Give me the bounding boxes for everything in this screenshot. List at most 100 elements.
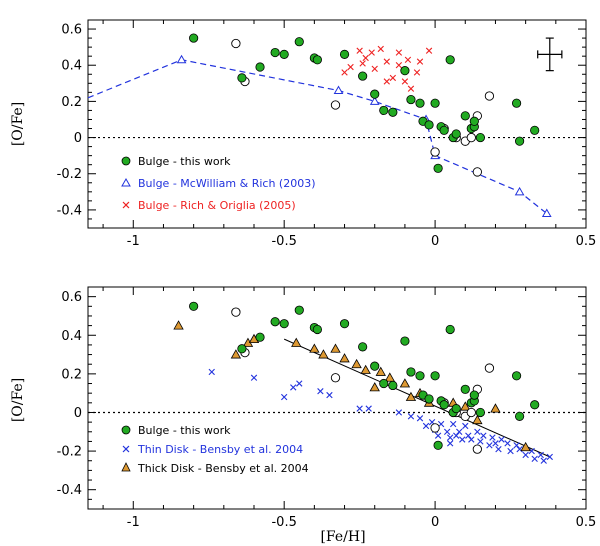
data-point bbox=[356, 47, 363, 54]
data-point bbox=[358, 71, 368, 81]
data-point bbox=[359, 60, 366, 67]
data-point bbox=[237, 344, 247, 354]
x-tick-label: -1 bbox=[127, 234, 140, 249]
data-point bbox=[520, 441, 531, 452]
data-point bbox=[477, 438, 484, 445]
data-point bbox=[395, 62, 403, 69]
x-tick-label: -0.5 bbox=[271, 234, 296, 249]
plot-frame-top bbox=[87, 19, 587, 229]
x-tick-label: 0 bbox=[431, 515, 439, 530]
legend-top: Bulge - this work Bulge - McWilliam & Ri… bbox=[121, 155, 316, 212]
data-point bbox=[341, 69, 348, 76]
legend-marker-thin-disk bbox=[122, 445, 130, 453]
data-point bbox=[541, 208, 552, 218]
data-point bbox=[371, 65, 378, 73]
plot-area-bottom: -1 -0.5 0 0.5 0.6 0.4 0.2 0 -0.2 -0.4 bbox=[57, 287, 596, 530]
data-point bbox=[330, 100, 341, 110]
data-point bbox=[446, 440, 454, 447]
data-point bbox=[379, 378, 389, 389]
y-tick-label: -0.2 bbox=[57, 445, 82, 460]
data-point bbox=[370, 89, 380, 99]
data-point bbox=[490, 403, 501, 413]
y-tick-label: 0.6 bbox=[61, 290, 82, 305]
data-point bbox=[294, 37, 304, 47]
data-point bbox=[492, 440, 499, 447]
data-point bbox=[395, 409, 403, 416]
data-point bbox=[530, 400, 540, 410]
data-point bbox=[230, 349, 242, 359]
data-point bbox=[388, 107, 398, 117]
data-point bbox=[466, 132, 476, 143]
y-tick-label: 0.2 bbox=[61, 367, 82, 382]
trend-line bbox=[283, 338, 550, 458]
data-point bbox=[472, 167, 482, 177]
data-point bbox=[466, 407, 476, 418]
data-point bbox=[231, 38, 241, 49]
data-point bbox=[416, 58, 424, 65]
x-tick-label: 0.5 bbox=[576, 234, 597, 249]
legend-label-bulge-this-work: Bulge - this work bbox=[138, 155, 231, 168]
data-point bbox=[279, 49, 289, 59]
data-point bbox=[472, 444, 482, 454]
data-point bbox=[522, 451, 529, 459]
data-point bbox=[430, 423, 440, 433]
data-point bbox=[358, 342, 368, 352]
legend-marker-bulge-2 bbox=[121, 425, 131, 435]
data-point bbox=[514, 186, 525, 196]
data-point bbox=[422, 422, 430, 430]
data-point bbox=[439, 400, 449, 410]
data-point bbox=[407, 85, 415, 92]
data-point bbox=[356, 405, 363, 412]
data-point bbox=[460, 384, 470, 394]
data-point bbox=[495, 445, 502, 453]
data-point bbox=[317, 388, 324, 395]
panel-top: -1 -0.5 0 0.5 0.6 0.4 0.2 0 -0.2 -0.4 [O/Fe] Bulg… bbox=[10, 19, 597, 249]
data-point bbox=[484, 363, 495, 373]
data-point bbox=[465, 432, 472, 439]
data-point bbox=[369, 96, 380, 105]
data-point bbox=[469, 390, 479, 400]
data-point bbox=[333, 85, 344, 95]
legend-label-thin-disk: Thin Disk - Bensby et al. 2004 bbox=[137, 443, 303, 456]
data-point bbox=[406, 94, 416, 105]
data-point bbox=[280, 393, 288, 401]
data-point bbox=[450, 420, 457, 428]
data-point bbox=[339, 49, 350, 59]
data-point bbox=[318, 349, 329, 359]
data-point bbox=[405, 391, 417, 401]
data-point bbox=[365, 405, 372, 412]
data-point bbox=[514, 136, 525, 146]
data-point bbox=[255, 62, 265, 72]
data-point bbox=[237, 73, 247, 83]
data-point bbox=[375, 366, 386, 376]
x-axis-label: [Fe/H] bbox=[320, 529, 365, 545]
data-point bbox=[407, 413, 415, 420]
data-point bbox=[383, 78, 390, 85]
data-point bbox=[514, 411, 525, 421]
data-point bbox=[250, 374, 258, 381]
data-point bbox=[339, 319, 350, 329]
data-point bbox=[424, 394, 434, 404]
data-point bbox=[270, 317, 280, 327]
data-point bbox=[468, 436, 475, 443]
data-point bbox=[413, 69, 421, 76]
data-point bbox=[290, 384, 297, 391]
data-point bbox=[446, 434, 454, 441]
data-point bbox=[460, 401, 471, 411]
data-point bbox=[312, 55, 322, 65]
data-point bbox=[370, 361, 380, 371]
series-line bbox=[87, 59, 548, 214]
data-point bbox=[189, 33, 199, 43]
legend-bottom: Bulge - this work Thin Disk - Bensby et … bbox=[121, 424, 309, 475]
data-point bbox=[486, 442, 493, 449]
data-point bbox=[369, 382, 380, 392]
data-point bbox=[231, 307, 241, 317]
x-tick-label: 0 bbox=[431, 234, 439, 249]
y-tick-label: 0 bbox=[74, 406, 82, 421]
data-point bbox=[388, 380, 398, 391]
data-point bbox=[462, 422, 469, 430]
y-axis-label-bottom: [O/Fe] bbox=[10, 378, 26, 422]
data-point bbox=[433, 440, 443, 450]
data-point bbox=[395, 49, 403, 56]
data-point bbox=[270, 47, 280, 58]
